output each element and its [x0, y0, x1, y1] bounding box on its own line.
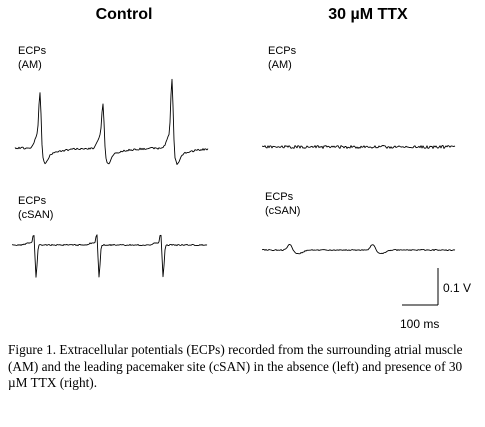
voltage-scale-label: 0.1 V	[443, 281, 471, 295]
control-column-title: Control	[96, 6, 153, 23]
control-am-label-line1: ECPs	[18, 45, 47, 57]
ttx-am-trace	[261, 145, 456, 149]
control-csan-trace	[11, 234, 208, 278]
ttx-am-label-line1: ECPs	[268, 45, 297, 57]
ttx-csan-trace	[261, 244, 456, 255]
ttx-column-title: 30 µM TTX	[328, 6, 408, 23]
control-csan-label-line1: ECPs	[18, 195, 47, 207]
control-csan-label-line2: (cSAN)	[18, 209, 53, 221]
figure-caption: Figure 1. Extracellular potentials (ECPs…	[8, 342, 463, 390]
ttx-csan-label-line1: ECPs	[265, 191, 294, 203]
ttx-csan-label-line2: (cSAN)	[265, 205, 300, 217]
ecp-figure: Control 30 µM TTX ECPs (AM) ECPs (AM) EC…	[11, 6, 471, 331]
control-am-label-line2: (AM)	[18, 59, 42, 71]
ttx-am-label-line2: (AM)	[268, 59, 292, 71]
control-am-trace	[14, 78, 209, 165]
time-scale-label: 100 ms	[400, 317, 439, 331]
